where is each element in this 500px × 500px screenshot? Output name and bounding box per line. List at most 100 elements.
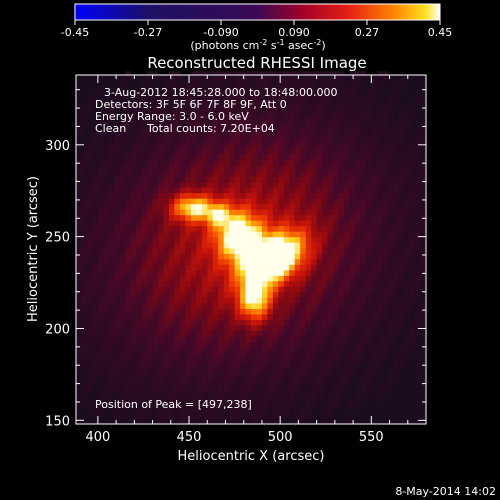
heat-cell xyxy=(81,120,88,127)
heat-cell xyxy=(311,402,318,409)
heat-cell xyxy=(376,120,383,127)
heat-cell xyxy=(327,236,334,243)
heat-cell xyxy=(294,280,301,287)
heat-cell xyxy=(278,280,285,287)
heat-cell xyxy=(229,231,236,238)
heat-cell xyxy=(229,297,236,304)
heat-cell xyxy=(152,297,159,304)
heat-cell xyxy=(97,396,104,403)
heat-cell xyxy=(261,258,268,265)
heat-cell xyxy=(371,220,378,227)
heat-cell xyxy=(283,93,290,100)
heat-cell xyxy=(114,93,121,100)
heat-cell xyxy=(190,214,197,221)
heat-cell xyxy=(387,170,394,177)
heat-cell xyxy=(267,352,274,359)
heat-cell xyxy=(261,324,268,331)
heat-cell xyxy=(223,98,230,105)
heat-cell xyxy=(174,346,181,353)
heat-cell xyxy=(125,115,132,122)
heat-cell xyxy=(256,396,263,403)
heat-cell xyxy=(103,165,110,172)
heat-cell xyxy=(327,203,334,210)
heat-cell xyxy=(141,363,148,370)
heat-cell xyxy=(147,242,154,249)
heat-cell xyxy=(376,82,383,89)
heat-cell xyxy=(261,247,268,254)
heat-cell xyxy=(207,302,214,309)
heat-cell xyxy=(327,313,334,320)
heat-cell xyxy=(97,297,104,304)
heat-cell xyxy=(245,253,252,260)
heat-cell xyxy=(398,76,405,83)
heat-cell xyxy=(376,181,383,188)
heat-cell xyxy=(240,341,247,348)
heat-cell xyxy=(223,319,230,326)
heat-cell xyxy=(158,236,165,243)
heat-cell xyxy=(81,242,88,249)
heat-cell xyxy=(267,148,274,155)
heat-cell xyxy=(76,220,83,227)
heat-cell xyxy=(136,109,143,116)
heat-cell xyxy=(234,368,241,375)
heat-cell xyxy=(382,187,389,194)
heat-cell xyxy=(316,209,323,216)
heat-cell xyxy=(300,280,307,287)
heat-cell xyxy=(108,396,115,403)
heat-cell xyxy=(349,104,356,111)
heat-cell xyxy=(152,324,159,331)
heat-cell xyxy=(97,192,104,199)
heat-cell xyxy=(223,418,230,425)
heat-cell xyxy=(272,363,279,370)
heat-cell xyxy=(119,181,126,188)
heat-cell xyxy=(240,154,247,161)
heat-cell xyxy=(251,98,258,105)
heat-cell xyxy=(344,198,351,205)
heat-cell xyxy=(360,137,367,144)
heat-cell xyxy=(393,363,400,370)
heat-cell xyxy=(398,258,405,265)
heat-cell xyxy=(114,87,121,94)
heat-cell xyxy=(420,264,427,271)
heat-cell xyxy=(387,253,394,260)
heat-cell xyxy=(196,209,203,216)
heat-cell xyxy=(119,330,126,337)
heat-cell xyxy=(196,374,203,381)
heat-cell xyxy=(387,247,394,254)
heat-cell xyxy=(212,269,219,276)
heat-cell xyxy=(169,324,176,331)
heat-cell xyxy=(174,418,181,425)
heat-cell xyxy=(103,308,110,315)
heat-cell xyxy=(261,109,268,116)
annotation-detectors: Detectors: 3F 5F 6F 7F 8F 9F, Att 0 xyxy=(95,98,287,111)
heat-cell xyxy=(283,275,290,282)
heat-cell xyxy=(316,341,323,348)
heat-cell xyxy=(81,330,88,337)
heat-cell xyxy=(349,396,356,403)
heat-cell xyxy=(251,368,258,375)
heat-cell xyxy=(327,231,334,238)
heat-cell xyxy=(398,247,405,254)
heat-cell xyxy=(141,275,148,282)
heat-cell xyxy=(278,264,285,271)
heat-cell xyxy=(398,225,405,232)
heat-cell xyxy=(338,324,345,331)
heat-cell xyxy=(136,302,143,309)
heat-cell xyxy=(136,159,143,166)
heat-cell xyxy=(316,258,323,265)
heat-cell xyxy=(371,76,378,83)
heat-cell xyxy=(86,98,93,105)
heat-cell xyxy=(125,341,132,348)
heat-cell xyxy=(97,154,104,161)
heat-cell xyxy=(201,357,208,364)
heat-cell xyxy=(387,231,394,238)
heat-cell xyxy=(283,231,290,238)
heat-cell xyxy=(398,181,405,188)
heat-cell xyxy=(311,231,318,238)
heat-cell xyxy=(294,390,301,397)
heat-cell xyxy=(245,308,252,315)
heat-cell xyxy=(300,253,307,260)
heat-cell xyxy=(333,137,340,144)
heat-cell xyxy=(212,319,219,326)
